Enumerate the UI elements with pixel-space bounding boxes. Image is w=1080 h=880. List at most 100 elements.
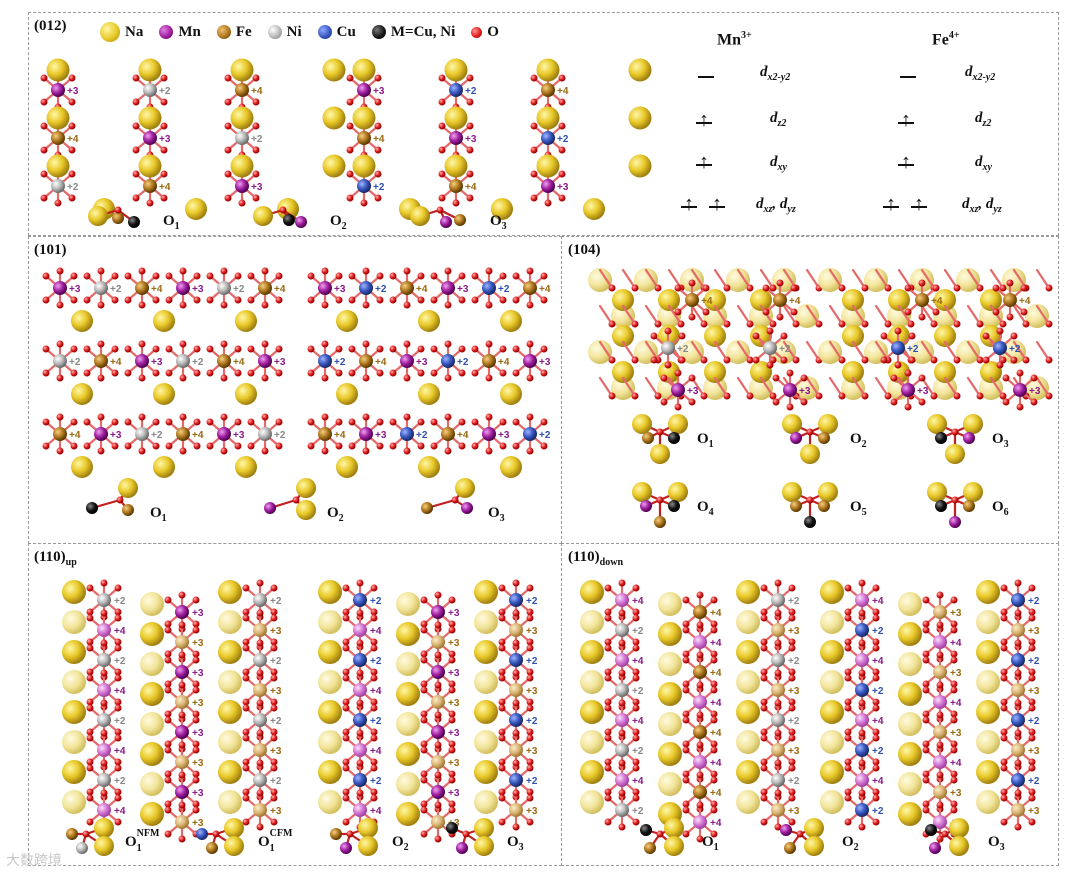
na-atom: [818, 482, 838, 502]
na-atom: [898, 802, 922, 826]
bond: [943, 376, 959, 398]
oxidation-state-label: +4: [710, 788, 722, 799]
o-atom: [448, 686, 456, 694]
fe-spin-up-arrow-icon: ↑: [901, 109, 911, 131]
bond: [1035, 340, 1051, 362]
oxidation-state-label: +3: [950, 608, 962, 619]
na-atom: [976, 700, 1000, 724]
o-atom: [696, 621, 704, 629]
o-atom: [632, 794, 640, 802]
o-atom: [434, 591, 442, 599]
na-atom: [444, 154, 468, 178]
o-atom: [631, 356, 639, 364]
o-atom: [861, 356, 869, 364]
ni-atom: [615, 743, 629, 757]
o-atom: [430, 272, 438, 280]
o-atom: [70, 345, 78, 353]
o-atom: [86, 614, 94, 622]
oxidation-state-label: +2: [270, 716, 282, 727]
o-atom: [880, 356, 888, 364]
o-atom: [420, 596, 428, 604]
na-atom: [118, 478, 138, 498]
na-atom: [322, 58, 346, 82]
na-atom: [750, 361, 772, 383]
o-atom: [540, 369, 548, 377]
o-atom: [346, 146, 354, 154]
mn-atom: [357, 83, 371, 97]
na-atom: [235, 456, 257, 478]
o-atom: [160, 122, 168, 130]
o-atom: [922, 656, 930, 664]
o-atom: [261, 413, 269, 421]
o-atom: [682, 776, 690, 784]
o-atom: [1028, 608, 1036, 616]
na-atom: [580, 640, 604, 664]
oxidation-state-label: +3: [917, 386, 929, 397]
o-atom: [788, 734, 796, 742]
bond: [736, 340, 752, 362]
o-atom: [951, 428, 959, 436]
o-atom: [164, 806, 172, 814]
ni-atom: [51, 179, 65, 193]
oxidation-state-label: +3: [448, 788, 460, 799]
o-atom: [370, 788, 378, 796]
na-atom: [336, 310, 358, 332]
o-atom: [458, 369, 466, 377]
ni-atom: [771, 653, 785, 667]
o-atom: [132, 98, 140, 106]
oxidation-state-label: +2: [526, 656, 538, 667]
na-atom: [580, 700, 604, 724]
o-atom: [844, 818, 852, 826]
oxidation-state-label: +3: [465, 134, 477, 145]
o-atom: [192, 770, 200, 778]
o-atom: [1002, 374, 1010, 382]
na-atom: [804, 836, 824, 856]
na-atom: [658, 742, 682, 766]
o-atom: [275, 369, 283, 377]
o-atom: [772, 374, 780, 382]
o-atom: [953, 356, 961, 364]
structure-104: +4 +4+2 +2+3 +3+4 +4+2 +2+3 +3: [588, 268, 1053, 411]
na-atom: [235, 383, 257, 405]
oxidation-state-label: +3: [799, 386, 811, 397]
oxidation-state-label: +4: [69, 430, 81, 441]
o-atom: [124, 345, 132, 353]
oxidation-state-label: +4: [1019, 296, 1031, 307]
o-atom: [206, 345, 214, 353]
o-atom: [806, 428, 814, 436]
o-atom: [790, 284, 798, 292]
o-atom: [224, 146, 232, 154]
fe-atom: [122, 504, 134, 516]
o-atom: [434, 801, 442, 809]
o-atom: [376, 345, 384, 353]
o-atom: [498, 734, 506, 742]
na-atom: [841, 304, 865, 328]
oxidation-state-label: +2: [1028, 776, 1040, 787]
o-atom: [872, 638, 880, 646]
o-atom: [1000, 584, 1008, 592]
ni-atom: [97, 653, 111, 667]
mn-atom: [353, 743, 367, 757]
oxidation-state-label: +2: [67, 182, 79, 193]
o-atom: [904, 403, 912, 411]
cu-atom-icon: [317, 25, 332, 39]
o-site-label: O2: [850, 431, 867, 450]
o-atom: [220, 301, 228, 309]
o-atom: [660, 374, 668, 382]
o-atom: [498, 584, 506, 592]
o-atom: [466, 170, 474, 178]
na-atom-icon: [100, 22, 120, 42]
o-atom: [772, 398, 780, 406]
o-atom: [342, 614, 350, 622]
o-atom: [376, 442, 384, 450]
oxidation-state-label: +3: [270, 626, 282, 637]
o-atom: [858, 579, 866, 587]
o-atom: [438, 74, 446, 82]
m-atom-icon: [371, 25, 386, 39]
bond: [736, 304, 752, 326]
o-atom: [982, 332, 990, 340]
o-atom: [498, 638, 506, 646]
o-atom: [936, 651, 944, 659]
o-atom: [42, 272, 50, 280]
o-atom: [1028, 764, 1036, 772]
